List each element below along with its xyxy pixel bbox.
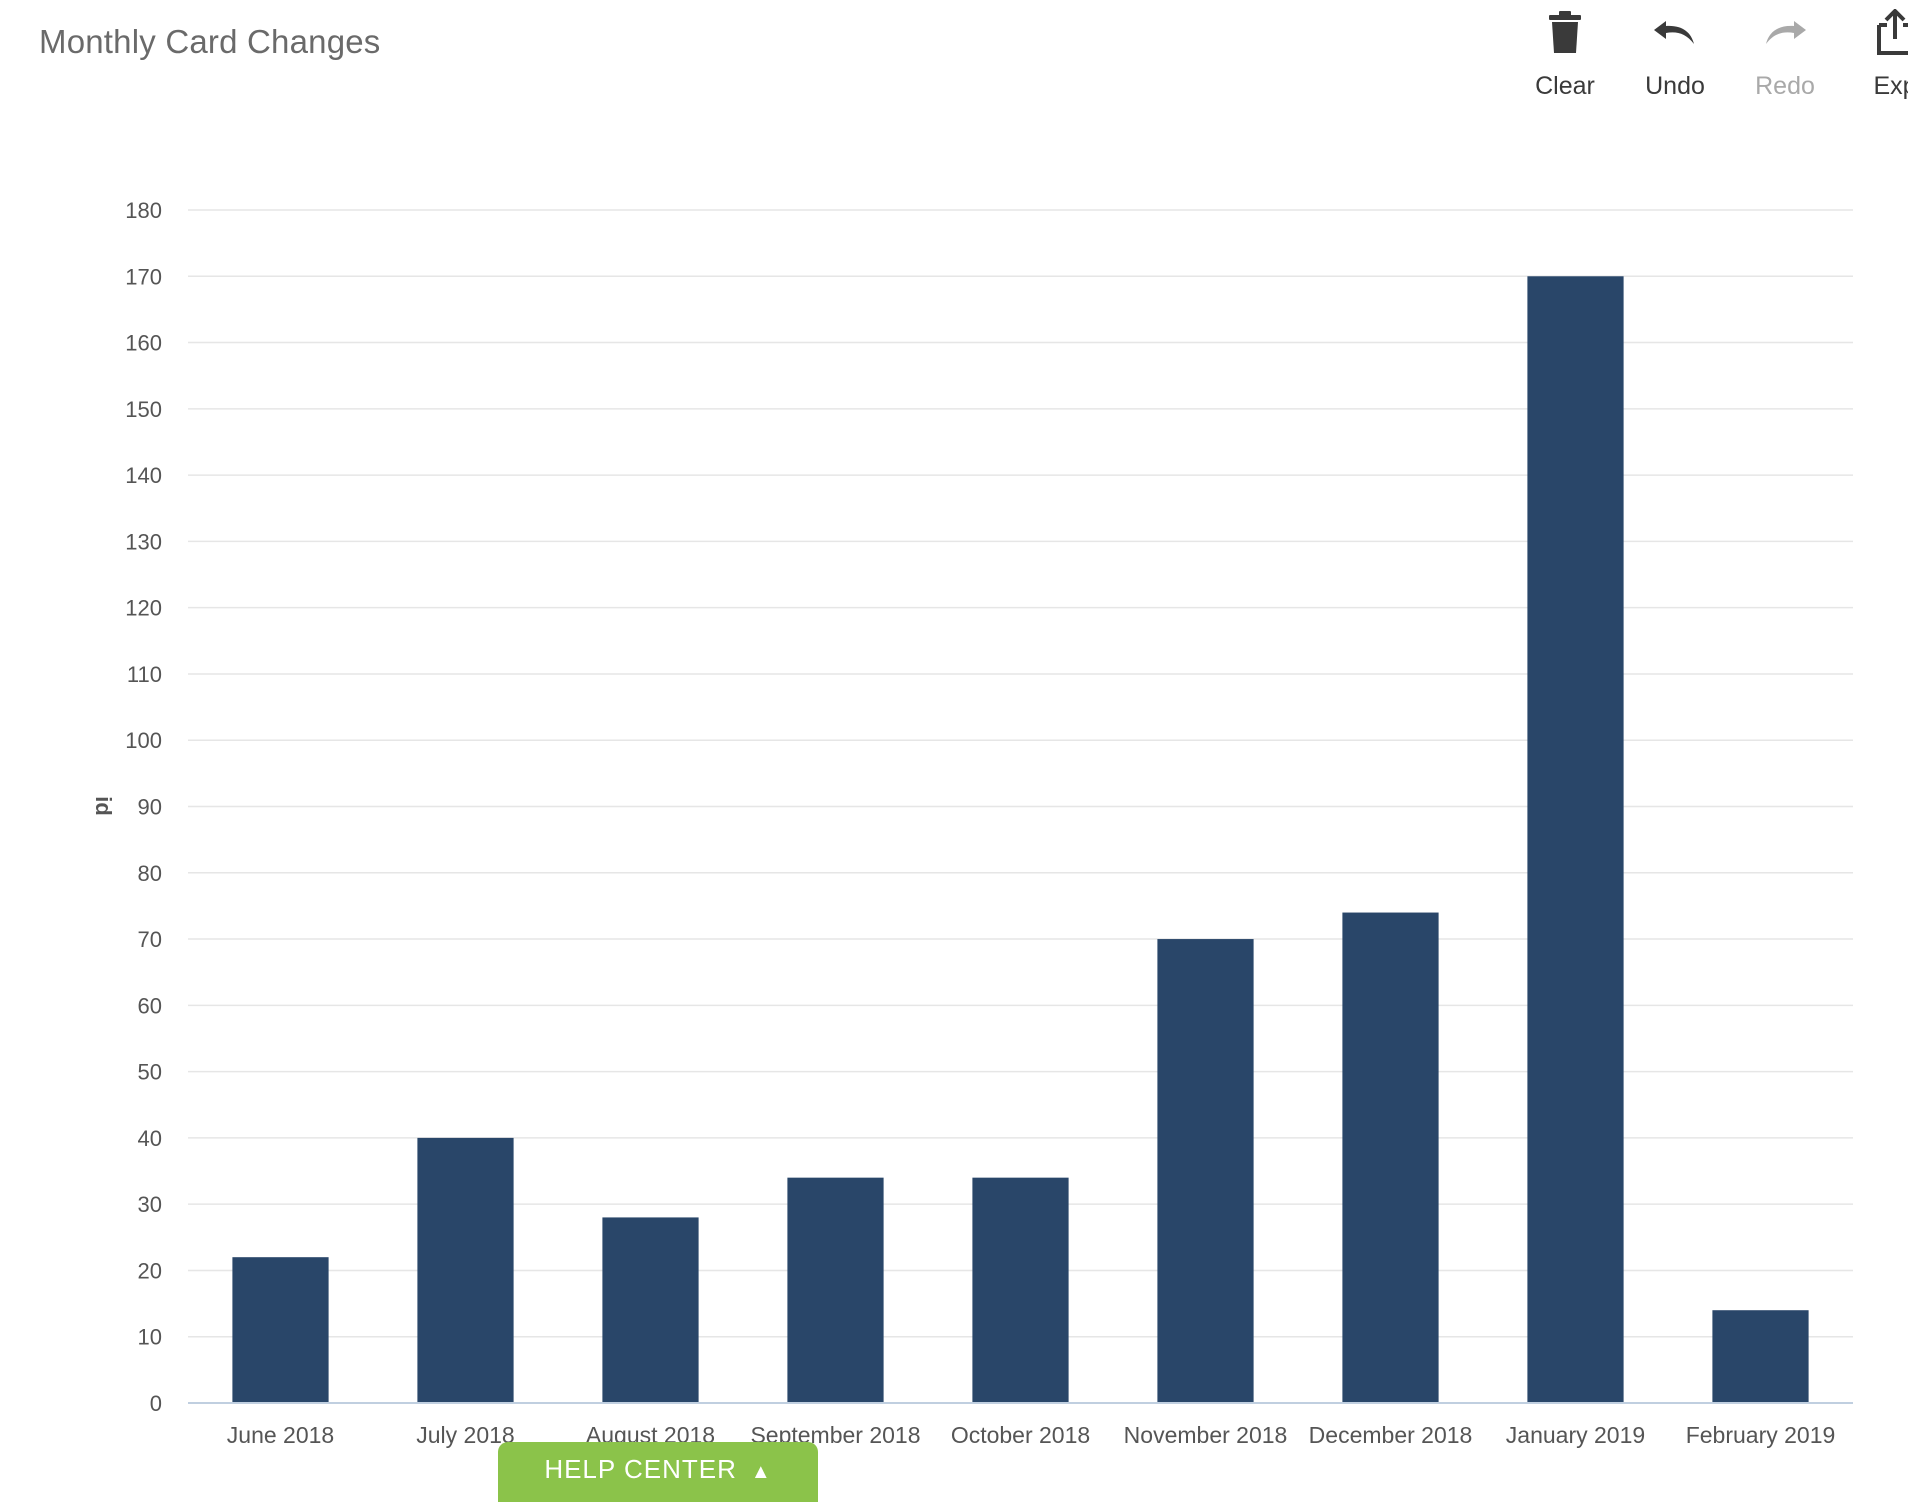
chevron-up-icon: ▲: [750, 1461, 772, 1483]
y-axis-label: id: [91, 796, 116, 816]
bar: [1712, 1310, 1809, 1403]
y-tick-label: 30: [138, 1192, 162, 1217]
redo-label: Redo: [1755, 72, 1815, 100]
x-tick-label: October 2018: [951, 1422, 1090, 1448]
y-tick-label: 70: [138, 927, 162, 952]
bar: [1342, 912, 1439, 1403]
undo-label: Undo: [1645, 72, 1705, 100]
bar: [232, 1257, 329, 1403]
y-tick-label: 40: [138, 1126, 162, 1151]
x-tick-label: July 2018: [416, 1422, 514, 1448]
bar: [1527, 276, 1624, 1403]
y-tick-label: 150: [125, 397, 162, 422]
y-tick-label: 50: [138, 1060, 162, 1085]
y-tick-label: 0: [150, 1391, 162, 1416]
bar: [1157, 939, 1254, 1403]
clear-button[interactable]: Clear: [1515, 8, 1615, 101]
x-tick-label: January 2019: [1506, 1422, 1645, 1448]
export-label: Exp: [1873, 72, 1908, 100]
bar-series: [232, 276, 1809, 1403]
x-axis-ticks: June 2018 July 2018 August 2018 September 2…: [227, 1422, 1836, 1448]
trash-icon: [1515, 8, 1615, 56]
y-tick-label: 160: [125, 331, 162, 356]
x-tick-label: November 2018: [1124, 1422, 1288, 1448]
y-tick-label: 140: [125, 463, 162, 488]
y-axis-ticks: 0 10 20 30 40 50 60 70 80 90 100 110 120 130 140 150 160…: [125, 198, 162, 1416]
export-icon: [1845, 8, 1908, 56]
y-tick-label: 130: [125, 529, 162, 554]
y-tick-label: 20: [138, 1258, 162, 1283]
y-tick-label: 120: [125, 596, 162, 621]
y-tick-label: 60: [138, 993, 162, 1018]
y-tick-label: 100: [125, 728, 162, 753]
bar: [972, 1177, 1069, 1403]
chart-toolbar: Clear Undo Redo Exp: [0, 8, 1908, 108]
y-tick-label: 170: [125, 264, 162, 289]
chart-title: Monthly Card Changes: [39, 23, 381, 60]
x-tick-label: February 2019: [1686, 1422, 1836, 1448]
undo-button[interactable]: Undo: [1625, 8, 1725, 101]
redo-button[interactable]: Redo: [1735, 8, 1835, 101]
export-button[interactable]: Exp: [1845, 8, 1908, 101]
y-tick-label: 180: [125, 198, 162, 223]
undo-icon: [1625, 8, 1725, 56]
y-tick-label: 80: [138, 861, 162, 886]
x-tick-label: December 2018: [1309, 1422, 1473, 1448]
bar: [602, 1217, 699, 1403]
bar: [417, 1137, 514, 1403]
help-center-label: HELP CENTER: [544, 1454, 737, 1484]
x-tick-label: June 2018: [227, 1422, 334, 1448]
help-center-tab[interactable]: HELP CENTER ▲: [498, 1442, 818, 1502]
redo-icon: [1735, 8, 1835, 56]
y-tick-label: 90: [138, 795, 162, 820]
y-tick-label: 10: [138, 1325, 162, 1350]
clear-label: Clear: [1535, 72, 1595, 100]
y-tick-label: 110: [127, 662, 162, 687]
bar: [787, 1177, 884, 1403]
